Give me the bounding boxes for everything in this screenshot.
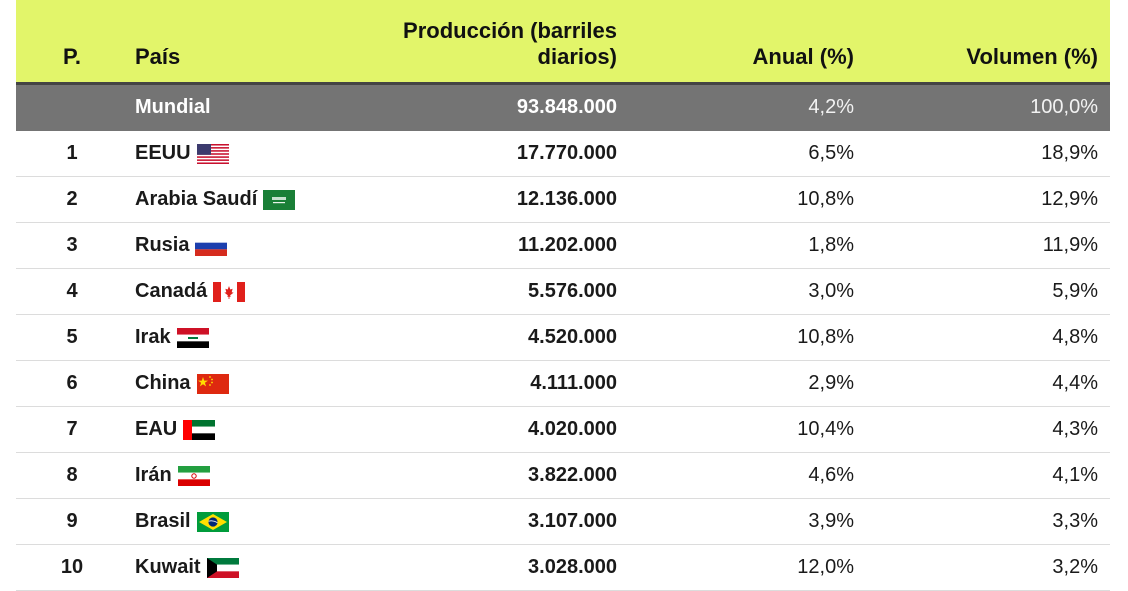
production-cell: 4.111.000 xyxy=(530,372,617,394)
production-cell: 4.520.000 xyxy=(528,326,617,348)
annual-cell: 12,0% xyxy=(797,556,854,578)
rank-cell: 2 xyxy=(66,188,78,210)
table-row: 7 EAU 4.020.000 10,4% 4,3% xyxy=(16,407,1110,453)
production-cell: 5.576.000 xyxy=(528,280,617,302)
production-cell: 4.020.000 xyxy=(528,418,617,440)
production-cell: 12.136.000 xyxy=(516,188,617,210)
volume-cell: 4,1% xyxy=(1052,464,1098,486)
table-row: 4 Canadá 5.576.000 3,0% 5,9% xyxy=(16,269,1110,315)
world-total-row: Mundial 93.848.000 4,2% 100,0% xyxy=(16,85,1110,131)
kw-flag xyxy=(206,557,239,578)
annual-cell: 1,8% xyxy=(808,234,854,256)
production-cell: 3.822.000 xyxy=(528,464,617,486)
table-row: 3 Rusia 11.202.000 1,8% 11,9% xyxy=(16,223,1110,269)
volume-cell: 12,9% xyxy=(1041,188,1098,210)
rank-cell: 3 xyxy=(66,234,78,256)
annual-cell: 6,5% xyxy=(808,142,854,164)
production-cell: 17.770.000 xyxy=(516,142,617,164)
column-header-country: País xyxy=(135,44,181,69)
rank-cell: 1 xyxy=(66,142,78,164)
production-cell: 3.107.000 xyxy=(528,510,617,532)
country-name: Brasil xyxy=(135,510,191,532)
production-cell: 11.202.000 xyxy=(518,234,617,256)
volume-cell: 4,8% xyxy=(1052,326,1098,348)
rank-cell: 9 xyxy=(66,510,78,532)
rank-cell: 5 xyxy=(66,326,78,348)
volume-cell: 3,2% xyxy=(1052,556,1098,578)
table-row: 1 EEUU 17.770.000 6,5% 18,9% xyxy=(16,131,1110,177)
country-name: Irak xyxy=(135,326,171,348)
annual-cell: 10,8% xyxy=(797,326,854,348)
annual-cell: 3,9% xyxy=(808,510,854,532)
table-row: 2 Arabia Saudí 12.136.000 10,8% 12,9% xyxy=(16,177,1110,223)
table-row: 6 China 4.111.000 2,9% 4,4% xyxy=(16,361,1110,407)
sa-flag xyxy=(263,189,296,210)
rank-cell: 10 xyxy=(60,556,84,578)
column-header-annual: Anual (%) xyxy=(752,44,854,69)
country-name: Irán xyxy=(135,464,172,486)
annual-cell: 2,9% xyxy=(808,372,854,394)
volume-cell: 4,3% xyxy=(1052,418,1098,440)
rank-cell: 4 xyxy=(66,280,78,302)
country-cell: Kuwait xyxy=(135,545,239,590)
country-cell: EEUU xyxy=(135,131,229,176)
country-name: EEUU xyxy=(135,142,191,164)
world-volume: 100,0% xyxy=(1030,96,1098,118)
column-header-volume: Volumen (%) xyxy=(966,44,1098,69)
world-label: Mundial xyxy=(135,96,211,118)
oil-production-table: P. País Producción (barriles diarios) An… xyxy=(16,0,1110,591)
country-cell: China xyxy=(135,361,229,406)
volume-cell: 11,9% xyxy=(1042,234,1098,256)
country-cell: Irán xyxy=(135,453,210,498)
country-cell: Canadá xyxy=(135,269,246,314)
production-cell: 3.028.000 xyxy=(528,556,617,578)
header-divider xyxy=(16,82,1110,85)
country-cell: Rusia xyxy=(135,223,228,268)
country-cell: Brasil xyxy=(135,499,229,544)
annual-cell: 10,4% xyxy=(797,418,854,440)
ae-flag xyxy=(183,419,216,440)
country-name: Canadá xyxy=(135,280,208,302)
volume-cell: 3,3% xyxy=(1052,510,1098,532)
annual-cell: 10,8% xyxy=(797,188,854,210)
table-header: P. País Producción (barriles diarios) An… xyxy=(16,0,1110,82)
ru-flag xyxy=(195,235,228,256)
column-header-rank: P. xyxy=(63,44,81,69)
world-production: 93.848.000 xyxy=(516,96,617,118)
country-cell: Arabia Saudí xyxy=(135,177,296,222)
table-row: 9 Brasil 3.107.000 3,9% 3,3% xyxy=(16,499,1110,545)
ir-flag xyxy=(177,465,210,486)
rank-cell: 6 xyxy=(66,372,78,394)
ca-flag xyxy=(213,281,246,302)
cn-flag xyxy=(196,373,229,394)
annual-cell: 3,0% xyxy=(808,280,854,302)
table-row: 5 Irak 4.520.000 10,8% 4,8% xyxy=(16,315,1110,361)
volume-cell: 5,9% xyxy=(1052,280,1098,302)
column-header-production: Producción (barriles diarios) xyxy=(403,18,617,69)
br-flag xyxy=(196,511,229,532)
table-row: 10 Kuwait 3.028.000 12,0% 3,2% xyxy=(16,545,1110,591)
country-name: Kuwait xyxy=(135,556,201,578)
volume-cell: 4,4% xyxy=(1052,372,1098,394)
country-cell: EAU xyxy=(135,407,216,452)
country-name: EAU xyxy=(135,418,178,440)
rank-cell: 8 xyxy=(66,464,78,486)
country-name: Arabia Saudí xyxy=(135,188,258,210)
country-cell: Irak xyxy=(135,315,209,360)
iq-flag xyxy=(176,327,209,348)
annual-cell: 4,6% xyxy=(808,464,854,486)
table-row: 8 Irán 3.822.000 4,6% 4,1% xyxy=(16,453,1110,499)
volume-cell: 18,9% xyxy=(1041,142,1098,164)
us-flag xyxy=(196,143,229,164)
rank-cell: 7 xyxy=(66,418,78,440)
country-name: China xyxy=(135,372,191,394)
world-annual: 4,2% xyxy=(808,96,854,118)
table-body: 1 EEUU 17.770.000 6,5% 18,9% 2 Arabia Saudí 12.… xyxy=(16,131,1110,591)
country-name: Rusia xyxy=(135,234,190,256)
